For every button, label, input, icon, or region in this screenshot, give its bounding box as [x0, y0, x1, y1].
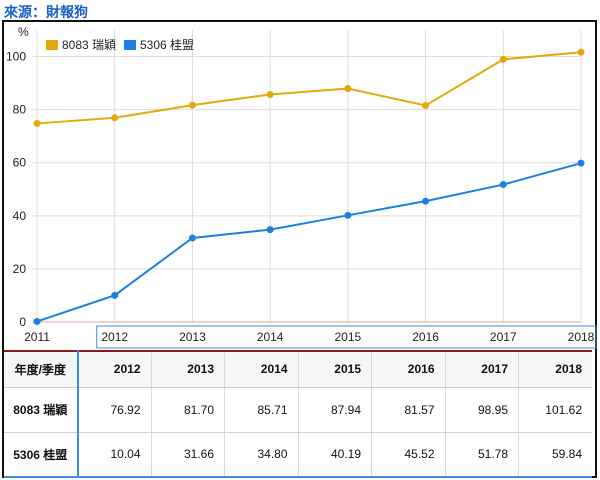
table-column-header: 2014	[224, 350, 299, 388]
table-corner-header: 年度/季度	[4, 350, 79, 388]
table-cell: 81.57	[371, 387, 446, 433]
x-tick-label: 2017	[490, 330, 517, 344]
x-tick-label: 2016	[412, 330, 439, 344]
table-column-header: 2017	[445, 350, 519, 388]
y-tick-label: 60	[13, 156, 27, 170]
data-point	[111, 291, 119, 299]
data-point	[577, 48, 585, 56]
x-tick-label: 2018	[568, 330, 595, 344]
y-tick-label: 0	[19, 315, 26, 329]
x-tick-label: 2015	[335, 330, 362, 344]
legend-swatch	[124, 40, 136, 50]
data-point	[344, 211, 352, 219]
table-cell: 45.52	[371, 432, 446, 478]
data-point	[577, 159, 585, 167]
y-tick-label: 80	[13, 103, 27, 117]
y-tick-label: 20	[13, 262, 27, 276]
data-point	[188, 101, 196, 109]
data-point	[499, 181, 507, 189]
table-cell: 59.84	[518, 432, 592, 478]
table-cell: 51.78	[445, 432, 519, 478]
y-axis-label: %	[18, 25, 29, 39]
table-column-header: 2013	[151, 350, 225, 388]
data-point	[499, 55, 507, 63]
legend-entry: 8083 瑞穎	[62, 38, 116, 52]
x-range-box	[96, 325, 597, 349]
x-tick-label: 2014	[257, 330, 284, 344]
data-point	[33, 119, 41, 127]
data-point	[33, 317, 41, 325]
x-tick-label: 2012	[101, 330, 128, 344]
data-point	[422, 197, 430, 205]
table-cell: 76.92	[77, 387, 152, 433]
table-row: 8083 瑞穎 76.92 81.70 85.71 87.94 81.57 98.95 101…	[4, 387, 592, 433]
y-tick-label: 40	[13, 209, 27, 223]
table-cell: 85.71	[224, 387, 299, 433]
table-cell: 10.04	[77, 432, 152, 478]
table-cell: 87.94	[298, 387, 372, 433]
table-row-label: 8083 瑞穎	[4, 387, 79, 433]
data-point	[422, 101, 430, 109]
chart-panel: 0 20 40 60 80 100% 2011 2012 2013 2014 2015 2016 201…	[2, 20, 597, 478]
data-point	[266, 226, 274, 234]
legend-entry: 5306 桂盟	[140, 37, 194, 52]
table-column-header: 2015	[298, 350, 372, 388]
x-tick-label: 2011	[24, 330, 50, 344]
line-chart: 0 20 40 60 80 100% 2011 2012 2013 2014 2015 2016 201…	[6, 25, 597, 349]
data-point	[188, 234, 196, 242]
table-column-header: 2016	[371, 350, 446, 388]
table-cell: 101.62	[518, 387, 592, 433]
data-point	[266, 90, 274, 98]
series-line	[36, 162, 582, 323]
table-header-row: 年度/季度 2012 2013 2014 2015 2016 2017 2018	[4, 350, 592, 388]
table-cell: 34.80	[224, 432, 299, 478]
table-cell: 81.70	[151, 387, 225, 433]
table-column-header: 2018	[518, 350, 592, 388]
y-tick-label: 100	[6, 50, 26, 64]
data-point	[344, 85, 352, 93]
table-row-label: 5306 桂盟	[4, 432, 79, 478]
data-point	[111, 114, 119, 122]
table-cell: 98.95	[445, 387, 519, 433]
table-cell: 40.19	[298, 432, 372, 478]
table-row: 5306 桂盟 10.04 31.66 34.80 40.19 45.52 51.78 59.…	[4, 432, 592, 478]
table-cell: 31.66	[151, 432, 225, 478]
source-label: 來源：財報狗	[4, 4, 88, 20]
legend-swatch	[46, 40, 58, 50]
data-table: 年度/季度 2012 2013 2014 2015 2016 2017 2018 8083 …	[4, 350, 592, 478]
series-line	[36, 51, 582, 125]
x-tick-label: 2013	[179, 330, 206, 344]
table-column-header: 2012	[77, 350, 152, 388]
